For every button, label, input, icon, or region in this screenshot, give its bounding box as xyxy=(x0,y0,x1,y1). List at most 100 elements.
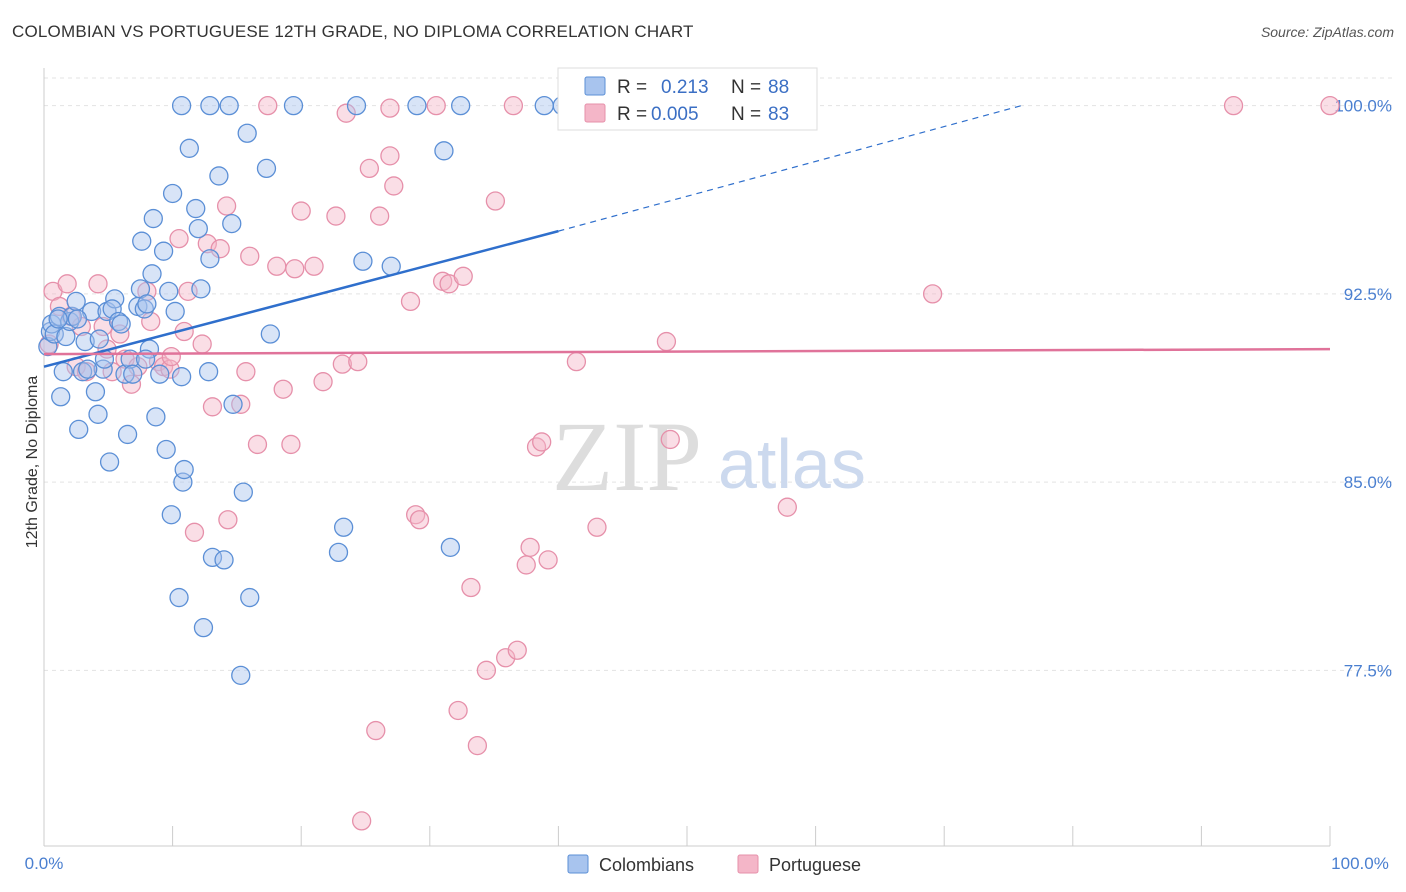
colombian-point xyxy=(67,309,88,329)
colombian-point xyxy=(451,95,471,116)
colombian-point xyxy=(200,95,220,116)
portuguese-point xyxy=(267,256,287,276)
portuguese-point xyxy=(660,429,680,450)
portuguese-point xyxy=(1320,95,1340,116)
colombian-point xyxy=(115,364,135,384)
colombian-point xyxy=(75,331,95,352)
portuguese-point xyxy=(258,95,278,116)
colombian-point xyxy=(143,208,163,229)
portuguese-point xyxy=(384,176,404,196)
portuguese-point xyxy=(336,103,356,123)
colombian-point xyxy=(256,158,277,179)
portuguese-point xyxy=(218,510,238,530)
portuguese-point xyxy=(161,346,181,367)
colombian-point xyxy=(93,359,113,379)
colombian-point xyxy=(156,439,176,460)
colombian-point xyxy=(193,618,214,638)
colombian-point xyxy=(89,329,109,349)
portuguese-point xyxy=(453,266,473,286)
portuguese-point xyxy=(1223,95,1244,116)
colombian-point xyxy=(44,324,64,344)
portuguese-point xyxy=(400,291,421,312)
portuguese-point xyxy=(656,331,677,352)
colombian-point xyxy=(328,542,349,563)
portuguese-point xyxy=(236,362,256,382)
portuguese-point xyxy=(426,95,446,116)
y-tick-label: 85.0% xyxy=(1344,473,1392,492)
colombian-point xyxy=(66,291,86,312)
colombian-point xyxy=(169,587,189,608)
x-axis-ticks xyxy=(43,826,1331,846)
portuguese-point xyxy=(507,640,527,660)
colombian-point xyxy=(102,299,122,319)
portuguese-point xyxy=(351,811,372,831)
colombian-point xyxy=(60,311,80,332)
colombian-point xyxy=(48,309,68,329)
colombian-point xyxy=(186,198,206,219)
colombian-point xyxy=(171,95,192,116)
colombian-point xyxy=(198,362,219,382)
portuguese-point xyxy=(380,146,400,166)
portuguese-point xyxy=(332,354,353,374)
colombian-point xyxy=(200,249,220,269)
y-tick-label: 92.5% xyxy=(1344,285,1392,304)
colombian-points xyxy=(38,95,588,685)
portuguese-point xyxy=(922,284,943,304)
portuguese-point xyxy=(348,351,368,372)
colombian-point xyxy=(56,326,76,347)
portuguese-point xyxy=(366,720,386,741)
colombian-point xyxy=(219,95,239,116)
x-tick-label-min: 0.0% xyxy=(25,854,64,873)
colombian-point xyxy=(237,123,257,143)
portuguese-point xyxy=(326,206,346,226)
portuguese-point xyxy=(476,660,497,680)
portuguese-point xyxy=(304,256,324,276)
portuguese-point xyxy=(285,259,305,279)
series-legend-colombians: Colombians xyxy=(599,855,694,875)
colombian-point xyxy=(209,166,229,186)
portuguese-point xyxy=(777,497,797,517)
colombian-point xyxy=(165,301,185,322)
colombian-point xyxy=(108,311,129,332)
colombian-point xyxy=(353,251,373,271)
portuguese-point xyxy=(532,432,552,452)
colombian-point xyxy=(69,419,89,440)
portuguese-point xyxy=(516,555,536,575)
portuguese-point xyxy=(587,517,607,537)
colombian-point xyxy=(162,183,183,204)
portuguese-point xyxy=(273,379,293,399)
colombian-point xyxy=(150,364,170,384)
colombian-point xyxy=(179,138,199,158)
series-legend-swatch-colombians xyxy=(567,854,589,874)
colombian-point xyxy=(88,404,108,424)
portuguese-point xyxy=(485,191,506,211)
colombian-point xyxy=(99,452,120,472)
source-label: Source: ZipAtlas.com xyxy=(1260,24,1394,40)
colombian-trend-line xyxy=(43,229,559,368)
colombian-point xyxy=(214,550,234,570)
legend-n-label-portuguese: N = xyxy=(731,104,761,125)
colombian-point xyxy=(72,362,93,382)
legend-r-value-colombians: 0.213 xyxy=(661,77,709,98)
portuguese-point xyxy=(88,274,108,294)
portuguese-point xyxy=(247,434,268,455)
portuguese-point xyxy=(216,196,237,216)
portuguese-point xyxy=(240,246,260,266)
colombian-point xyxy=(142,264,162,284)
portuguese-point xyxy=(57,274,77,294)
colombian-point xyxy=(117,424,138,445)
series-legend-swatch-portuguese xyxy=(737,854,759,874)
colombian-point xyxy=(78,359,98,379)
portuguese-point xyxy=(467,735,488,756)
series-legend: Colombians Portuguese xyxy=(567,854,861,875)
portuguese-point xyxy=(231,394,251,414)
legend-n-value-colombians: 88 xyxy=(768,77,789,98)
portuguese-point xyxy=(210,239,230,259)
portuguese-point xyxy=(503,95,524,116)
colombian-point xyxy=(171,367,192,387)
colombian-point xyxy=(440,537,461,557)
colombian-point xyxy=(174,459,194,480)
colombian-point xyxy=(333,517,354,537)
portuguese-point xyxy=(520,537,540,557)
